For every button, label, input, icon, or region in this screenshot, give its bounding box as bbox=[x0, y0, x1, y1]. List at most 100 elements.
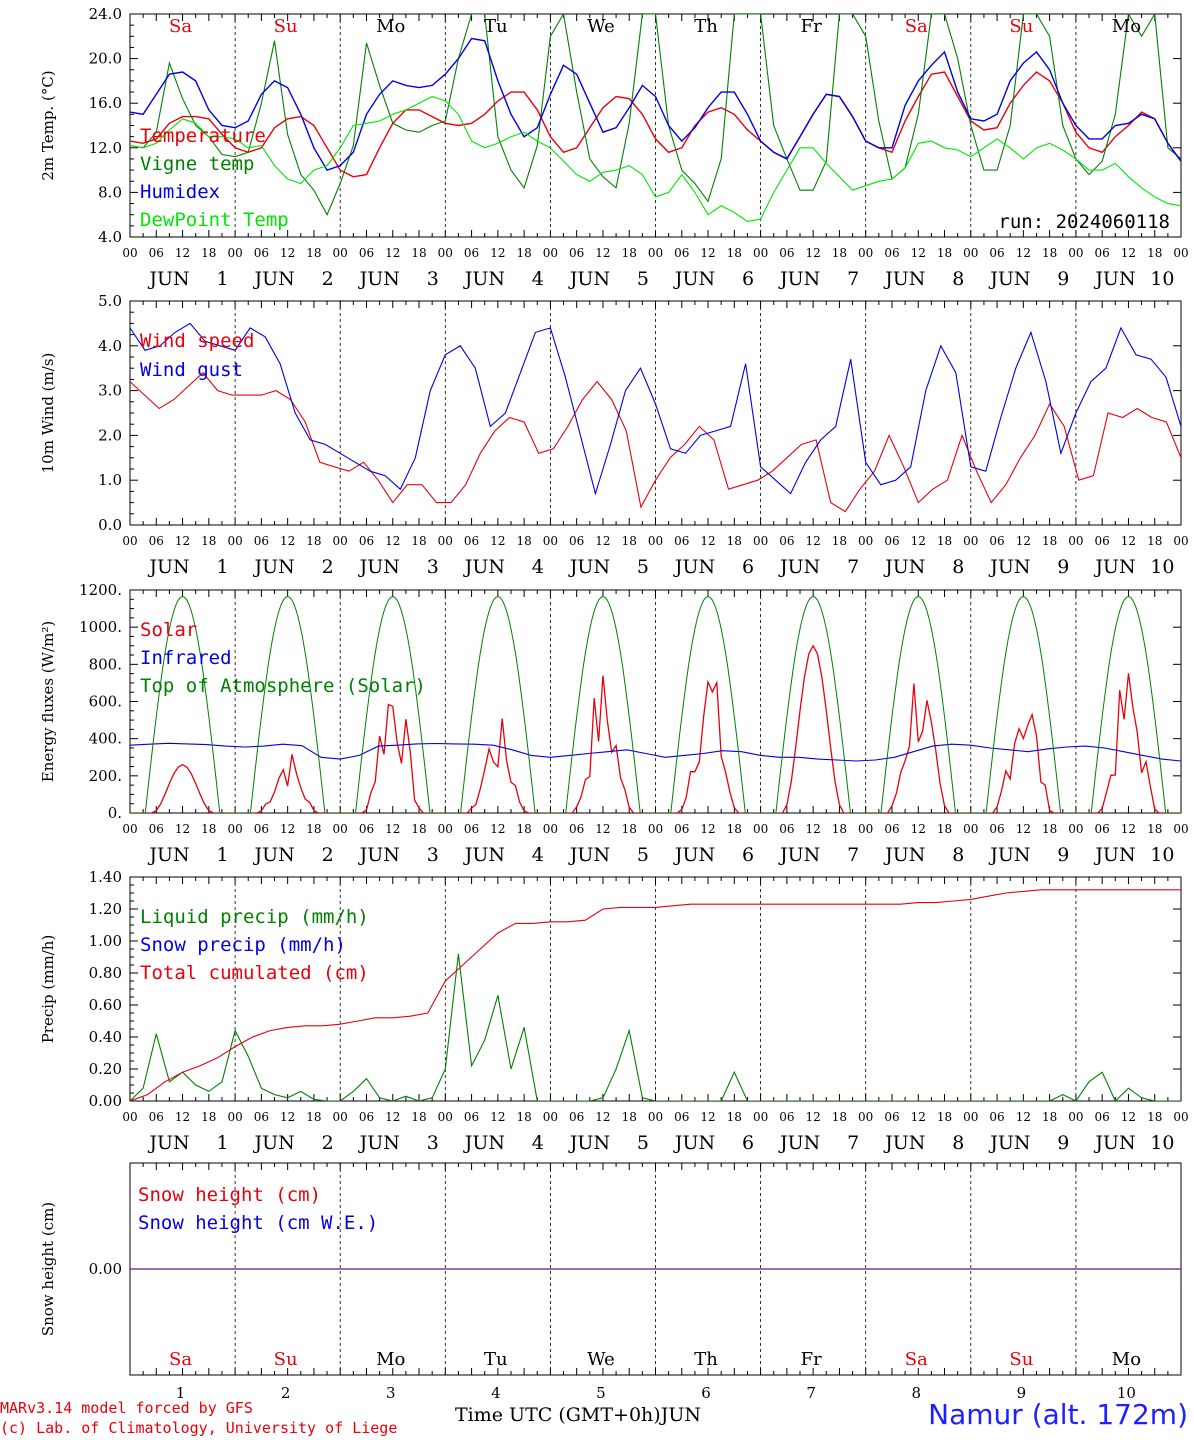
y-tick-label: 0.20 bbox=[89, 1060, 122, 1078]
bottom-day-number: 2 bbox=[281, 1384, 291, 1402]
day-number: 4 bbox=[532, 268, 544, 290]
hour-label: 00 bbox=[648, 822, 663, 836]
hour-label: 12 bbox=[280, 822, 295, 836]
day-number: 5 bbox=[637, 1132, 649, 1154]
hour-label: 12 bbox=[595, 246, 610, 260]
y-tick-label: 0.00 bbox=[89, 1260, 122, 1278]
month-label: JUN bbox=[568, 1132, 610, 1154]
day-number: 1 bbox=[217, 268, 229, 290]
hour-label: 00 bbox=[438, 246, 453, 260]
day-number: 10 bbox=[1150, 556, 1174, 578]
month-label: JUN bbox=[883, 556, 925, 578]
y-tick-label: 0.80 bbox=[89, 964, 122, 982]
hour-label: 12 bbox=[700, 1110, 715, 1124]
hour-label: 00 bbox=[1173, 822, 1188, 836]
hour-label: 18 bbox=[727, 534, 742, 548]
month-label: JUN bbox=[253, 844, 295, 866]
hour-label: 18 bbox=[411, 822, 426, 836]
series-group bbox=[130, 889, 1181, 1101]
hour-label: 18 bbox=[832, 1110, 847, 1124]
hour-label: 06 bbox=[569, 534, 584, 548]
x-axis-title: Time UTC (GMT+0h)JUN bbox=[455, 1404, 701, 1426]
hour-label: 00 bbox=[753, 822, 768, 836]
hour-label: 06 bbox=[989, 822, 1004, 836]
y-tick-label: 2.0 bbox=[98, 426, 122, 444]
y-tick-label: 4.0 bbox=[98, 337, 122, 355]
hour-label: 00 bbox=[227, 822, 242, 836]
month-label: JUN bbox=[358, 1132, 400, 1154]
month-label: JUN bbox=[568, 556, 610, 578]
hour-label: 00 bbox=[858, 534, 873, 548]
weekday-top-su: Su bbox=[1009, 16, 1033, 37]
day-number: 10 bbox=[1150, 844, 1174, 866]
hour-label: 12 bbox=[595, 534, 610, 548]
month-label: JUN bbox=[778, 1132, 820, 1154]
weekday-top-sa: Sa bbox=[905, 16, 928, 37]
month-label: JUN bbox=[988, 1132, 1030, 1154]
hour-label: 06 bbox=[1095, 1110, 1110, 1124]
y-tick-label: 1.00 bbox=[89, 932, 122, 950]
legend-temperature: Temperature bbox=[140, 125, 266, 147]
weekday-top-su: Su bbox=[274, 16, 298, 37]
hour-label: 00 bbox=[648, 534, 663, 548]
hour-label: 12 bbox=[1016, 534, 1031, 548]
day-number: 8 bbox=[952, 844, 964, 866]
legend-vigne-temp: Vigne temp bbox=[140, 153, 254, 175]
hour-label: 06 bbox=[359, 1110, 374, 1124]
weekday-bottom-we: We bbox=[587, 1349, 615, 1370]
hour-label: 00 bbox=[858, 822, 873, 836]
hour-label: 00 bbox=[753, 1110, 768, 1124]
hour-label: 06 bbox=[254, 822, 269, 836]
hour-label: 06 bbox=[989, 1110, 1004, 1124]
day-number: 1 bbox=[217, 844, 229, 866]
hour-label: 18 bbox=[622, 534, 637, 548]
y-tick-label: 0. bbox=[108, 804, 122, 822]
day-number: 6 bbox=[742, 844, 754, 866]
hour-label: 18 bbox=[937, 1110, 952, 1124]
hour-label: 00 bbox=[648, 246, 663, 260]
month-label: JUN bbox=[988, 844, 1030, 866]
run-annotation: run: 2024060118 bbox=[998, 211, 1170, 233]
hour-label: 06 bbox=[674, 246, 689, 260]
month-label: JUN bbox=[253, 268, 295, 290]
legend-liquid-precip-mm-h: Liquid precip (mm/h) bbox=[140, 906, 369, 928]
y-tick-label: 3.0 bbox=[98, 382, 122, 400]
panel-frame bbox=[129, 13, 1182, 238]
hour-label: 06 bbox=[359, 246, 374, 260]
y-tick-label: 5.0 bbox=[98, 292, 122, 310]
hour-label: 00 bbox=[1068, 246, 1083, 260]
hour-label: 00 bbox=[438, 1110, 453, 1124]
series-wind-speed bbox=[130, 371, 1181, 513]
hour-label: 18 bbox=[727, 1110, 742, 1124]
hour-label: 00 bbox=[963, 1110, 978, 1124]
bottom-day-number: 3 bbox=[386, 1384, 396, 1402]
hour-label: 06 bbox=[674, 534, 689, 548]
day-number: 6 bbox=[742, 268, 754, 290]
weekday-bottom-mo: Mo bbox=[376, 1349, 405, 1370]
month-label: JUN bbox=[778, 268, 820, 290]
month-label: JUN bbox=[1093, 268, 1135, 290]
hour-label: 18 bbox=[1042, 1110, 1057, 1124]
hour-label: 18 bbox=[622, 822, 637, 836]
hour-label: 12 bbox=[490, 1110, 505, 1124]
hour-label: 12 bbox=[1121, 246, 1136, 260]
month-label: JUN bbox=[253, 556, 295, 578]
hour-label: 12 bbox=[806, 534, 821, 548]
day-number: 2 bbox=[322, 556, 334, 578]
hour-label: 06 bbox=[884, 822, 899, 836]
month-label: JUN bbox=[147, 556, 189, 578]
month-label: JUN bbox=[463, 844, 505, 866]
hour-label: 12 bbox=[175, 534, 190, 548]
hour-label: 18 bbox=[306, 822, 321, 836]
hour-label: 00 bbox=[543, 246, 558, 260]
hour-label: 00 bbox=[333, 1110, 348, 1124]
weekday-top-fr: Fr bbox=[801, 16, 822, 37]
series-liquid-precip-mm-h bbox=[130, 953, 1181, 1101]
series-wind-gust bbox=[130, 322, 1181, 496]
hour-label: 06 bbox=[149, 822, 164, 836]
hour-label: 12 bbox=[175, 1110, 190, 1124]
footer-credits: MARv3.14 model forced by GFS (c) Lab. of… bbox=[0, 1398, 397, 1438]
day-number: 5 bbox=[637, 556, 649, 578]
